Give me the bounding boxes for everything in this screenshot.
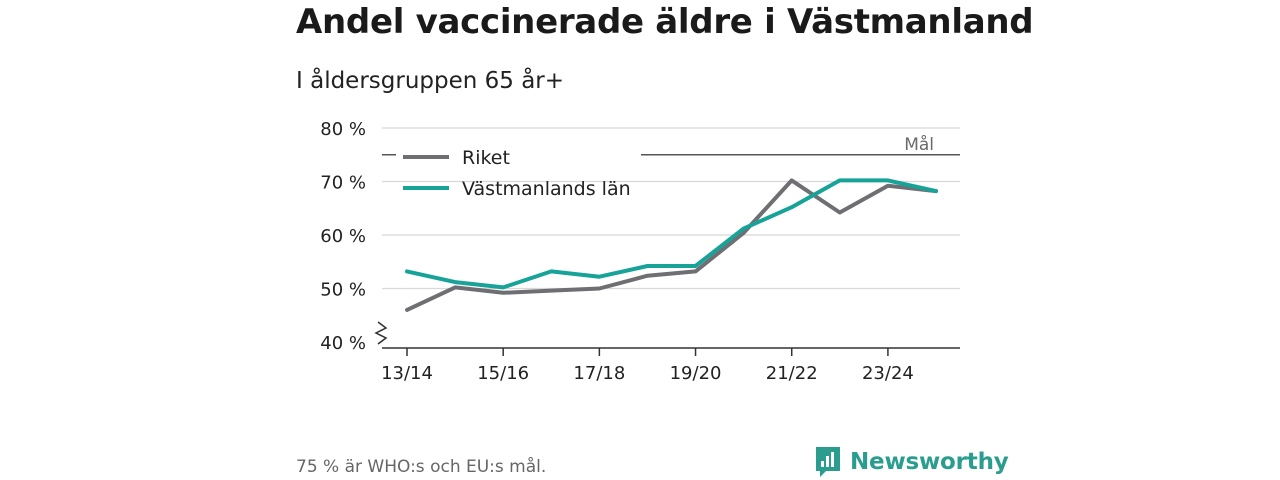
y-tick-label: 50 % [320,280,366,301]
series-line-1 [405,178,938,312]
y-tick-label: 70 % [320,173,366,194]
x-tick-label: 23/24 [862,363,914,384]
legend: Riket Västmanlands län [403,147,631,200]
chart-subtitle: I åldersgruppen 65 år+ [296,68,565,94]
legend-label-1: Riket [462,147,510,169]
y-tick-label: 80 % [320,119,366,140]
x-axis [374,321,960,349]
footnote: 75 % är WHO:s och EU:s mål. [296,457,547,477]
chart-title: Andel vaccinerade äldre i Västmanland [296,2,1034,42]
goal-line-group: Mål [382,134,960,156]
axis-break-icon [374,321,388,345]
x-tick-label: 19/20 [670,363,722,384]
x-tick-label: 13/14 [381,363,433,384]
x-tick-label: 17/18 [573,363,625,384]
y-tick-label: 60 % [320,226,366,247]
goal-line-label: Mål [904,134,934,155]
brand-logo: Newsworthy [814,444,1009,480]
brand-name: Newsworthy [850,449,1009,475]
x-tick-label: 15/16 [477,363,529,384]
y-tick-label: 40 % [320,333,366,354]
series-lines [405,178,938,312]
newsworthy-logo-icon [816,447,840,477]
y-axis-ticks: 40 % 50 % 60 % 70 % 80 % [320,119,366,354]
x-axis-ticks: 13/14 15/16 17/18 19/20 21/22 23/24 [381,348,914,384]
legend-label-2: Västmanlands län [462,178,631,200]
x-tick-label: 21/22 [766,363,818,384]
series-line-2 [405,178,938,290]
